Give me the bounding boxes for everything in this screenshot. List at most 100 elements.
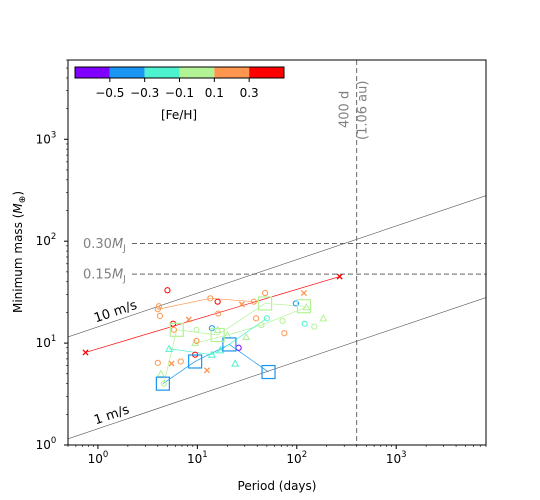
colorbar-label: [Fe/H] — [161, 108, 197, 122]
planet-point-cross — [336, 273, 343, 280]
planet-point-triangle — [216, 346, 225, 354]
planet-point-triangle — [231, 359, 240, 367]
y-tick-base: 10 — [36, 234, 51, 248]
highlighted-planet-square — [261, 364, 276, 380]
planet-point-triangle — [213, 325, 222, 333]
x-tick-exponent: 0 — [103, 450, 108, 460]
mass-threshold-subscript: J — [122, 275, 126, 285]
planet-point-circle — [170, 326, 177, 333]
highlighted-planet-square — [257, 296, 273, 311]
planet-point-triangle — [191, 338, 200, 347]
rv-line-label: 1 m/s — [92, 402, 131, 428]
planet-point-circle — [235, 344, 242, 351]
y-tick-exponent: 2 — [51, 232, 56, 242]
planet-point-triangle — [319, 314, 328, 322]
y-axis-label: Minimum mass (M⊕) — [11, 191, 28, 313]
planet-point-circle — [253, 315, 260, 322]
y-tick-exponent: 0 — [51, 436, 56, 446]
planet-point-circle — [281, 330, 288, 337]
planet-point-circle — [250, 298, 257, 305]
rv-sensitivity-lines — [68, 195, 486, 440]
planet-point-cross — [238, 301, 245, 308]
mass-threshold-value: 0.15 — [83, 268, 112, 283]
planet-point-circle — [311, 323, 318, 330]
colorbar-tick-label: −0.5 — [95, 86, 124, 100]
rv-line — [68, 297, 486, 440]
y-tick-label: 100 — [36, 436, 57, 452]
planet-point-cross — [168, 360, 175, 367]
y-tick-label: 101 — [36, 334, 57, 350]
x-tick-base: 10 — [386, 452, 401, 466]
system-connector-lines — [85, 276, 340, 384]
planet-point-circle — [292, 300, 300, 307]
x-tick-exponent: 1 — [202, 450, 207, 460]
planet-point-triangle — [207, 350, 216, 358]
highlighted-planet-square — [188, 354, 203, 369]
highlighted-planet-square — [155, 376, 170, 391]
x-tick-exponent: 2 — [302, 450, 307, 460]
mass-threshold-symbol: M — [112, 268, 123, 283]
period-threshold-label-au: (1.06 au) — [356, 81, 371, 140]
y-axis-label-end: ) — [11, 191, 25, 196]
highlighted-planets — [155, 296, 312, 391]
plot-frame — [67, 59, 487, 446]
planet-point-cross — [82, 349, 89, 356]
planet-point-circle — [193, 326, 200, 333]
x-axis-label: Period (days) — [238, 479, 317, 493]
y-axis-label-symbol: M — [11, 203, 25, 214]
x-tick-base: 10 — [88, 452, 103, 466]
planet-point-circle — [193, 337, 200, 345]
colorbar-segment — [179, 67, 215, 78]
planet-point-circle — [258, 322, 265, 329]
mass-threshold-label: 0.15MJ — [83, 268, 126, 285]
y-axis-label-subscript: ⊕ — [18, 196, 28, 204]
planet-point-circle — [214, 298, 221, 305]
planet-point-triangle — [156, 369, 165, 377]
x-axis: 100 101 102 103 — [67, 445, 487, 466]
y-tick-base: 10 — [36, 438, 51, 452]
x-tick-label: 101 — [187, 450, 208, 466]
planet-point-circle — [155, 303, 162, 310]
y-tick-label: 102 — [36, 232, 57, 248]
planet-point-circle — [160, 380, 167, 387]
system-connector — [163, 303, 304, 384]
planet-point-circle — [261, 289, 269, 297]
colorbar: −0.5 −0.3 −0.1 0.1 0.3 — [74, 66, 285, 100]
planet-point-circle — [279, 317, 286, 325]
planet-point-circle — [154, 359, 161, 366]
system-connector — [157, 297, 254, 310]
x-tick-base: 10 — [187, 452, 202, 466]
highlighted-planet-square — [296, 299, 312, 314]
planet-point-cross — [185, 316, 192, 323]
planet-point-circle — [154, 306, 161, 313]
y-tick-label: 103 — [36, 130, 57, 146]
system-connector — [85, 276, 340, 353]
rv-line — [68, 195, 486, 338]
mass-threshold-subscript: J — [122, 244, 126, 254]
period-threshold-label: 400 d — [338, 91, 353, 128]
highlighted-planet-square — [222, 337, 237, 352]
y-tick-exponent: 1 — [51, 334, 56, 344]
colorbar-tick-label: −0.1 — [165, 86, 194, 100]
planet-point-cross — [300, 289, 307, 297]
planet-point-circle — [177, 358, 184, 365]
y-tick-base: 10 — [36, 336, 51, 350]
colorbar-segment — [249, 67, 284, 78]
planet-point-circle — [263, 315, 270, 322]
highlighted-planet-square — [210, 327, 225, 343]
planet-point-circle — [301, 320, 308, 327]
x-tick-base: 10 — [286, 452, 301, 466]
x-tick-label: 100 — [88, 450, 109, 466]
colorbar-segment — [75, 67, 110, 78]
y-axis-label-main: Minimum mass ( — [11, 214, 25, 313]
colorbar-tick-label: 0.3 — [240, 86, 259, 100]
x-tick-label: 103 — [386, 450, 407, 466]
highlighted-planet-square — [169, 322, 184, 337]
colorbar-tick-label: 0.1 — [205, 86, 224, 100]
planet-point-circle — [164, 287, 171, 294]
rv-line-label: 10 m/s — [92, 298, 139, 327]
colorbar-segment — [214, 67, 250, 78]
